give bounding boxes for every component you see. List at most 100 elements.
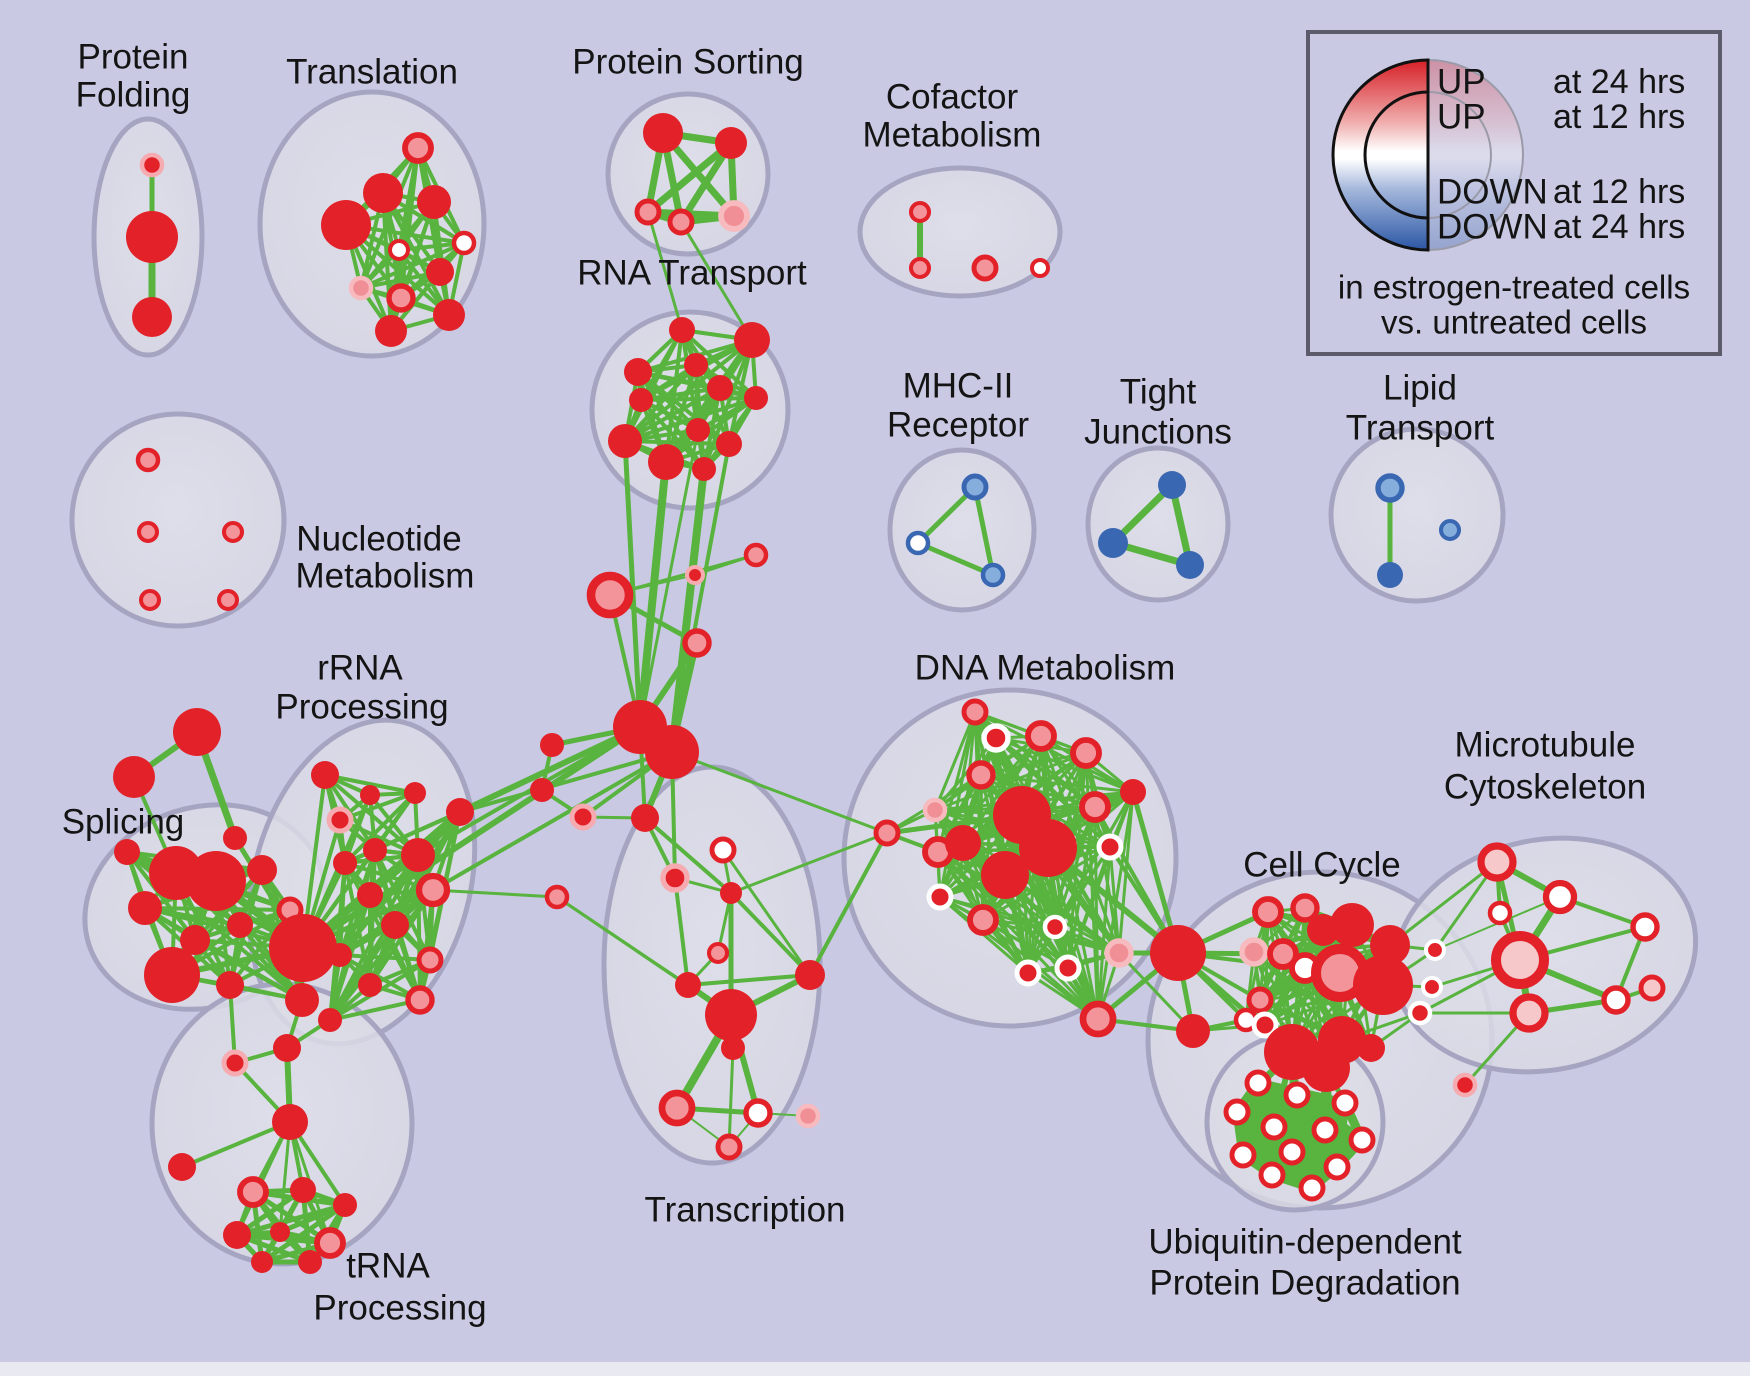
network-node bbox=[685, 565, 705, 585]
cluster-rna-transport-label: RNA Transport bbox=[577, 254, 807, 293]
nodes-layer bbox=[113, 113, 1666, 1274]
network-edge bbox=[729, 891, 812, 977]
network-node bbox=[318, 1008, 342, 1032]
network-node bbox=[311, 761, 339, 789]
network-edge bbox=[670, 750, 889, 835]
network-node bbox=[360, 785, 380, 805]
legend-circle-right-outer bbox=[1428, 60, 1523, 250]
cluster-mhc-ii-receptor-label: MHC-II bbox=[903, 367, 1014, 406]
network-node bbox=[404, 782, 426, 804]
legend-up-24-label: UP bbox=[1437, 63, 1486, 102]
network-node bbox=[1423, 938, 1447, 962]
network-node bbox=[684, 353, 708, 377]
network-node bbox=[544, 884, 570, 910]
network-node bbox=[1252, 896, 1284, 928]
legend-note-line2: vs. untreated cells bbox=[1381, 304, 1647, 341]
network-node bbox=[715, 127, 747, 159]
network-node bbox=[1251, 1011, 1279, 1039]
cluster-splicing-label: Splicing bbox=[62, 803, 185, 842]
network-node bbox=[795, 1103, 821, 1129]
network-node bbox=[744, 386, 768, 410]
network-node bbox=[138, 588, 162, 612]
cluster-rrna-processing-label: rRNA bbox=[317, 649, 403, 688]
network-node bbox=[270, 1222, 290, 1242]
network-node bbox=[227, 912, 253, 938]
cluster-ubiquitin-dependent-protein-degradation-label: Ubiquitin-dependent bbox=[1148, 1223, 1462, 1262]
network-node bbox=[386, 283, 416, 313]
network-node bbox=[223, 1221, 251, 1249]
network-node bbox=[113, 756, 155, 798]
network-node bbox=[401, 838, 435, 872]
network-edge bbox=[686, 973, 812, 987]
network-node bbox=[966, 760, 996, 790]
network-node bbox=[1054, 954, 1082, 982]
network-node bbox=[1176, 1014, 1210, 1048]
network-node bbox=[1014, 959, 1042, 987]
network-node bbox=[1330, 903, 1374, 947]
network-node bbox=[1375, 473, 1405, 503]
cluster-rrna-processing-label: Processing bbox=[275, 688, 448, 727]
network-node bbox=[1407, 1000, 1433, 1026]
network-node bbox=[273, 1034, 301, 1062]
network-node bbox=[648, 444, 684, 480]
network-node bbox=[1487, 900, 1513, 926]
network-edge bbox=[936, 710, 977, 854]
network-node bbox=[1357, 1034, 1385, 1062]
network-edge bbox=[664, 396, 758, 464]
cluster-nucleotide-metabolism-ellipse bbox=[69, 411, 287, 629]
network-node bbox=[1176, 551, 1204, 579]
legend-circle-right-outer-outline bbox=[1427, 59, 1524, 251]
cluster-translation-label: Translation bbox=[286, 53, 458, 92]
network-node bbox=[743, 542, 769, 568]
network-node bbox=[381, 911, 409, 939]
network-edge bbox=[623, 396, 758, 443]
network-node bbox=[1042, 914, 1068, 940]
legend-down-12-time: at 12 hrs bbox=[1553, 173, 1685, 211]
cluster-dna-metabolism-label: DNA Metabolism bbox=[915, 649, 1176, 688]
network-edge bbox=[981, 918, 1070, 970]
cluster-lipid-transport-label: Transport bbox=[1346, 409, 1495, 448]
cluster-lipid-transport-ellipse bbox=[1328, 426, 1506, 604]
network-node bbox=[1239, 937, 1269, 967]
legend-down-24-time: at 24 hrs bbox=[1553, 208, 1685, 246]
network-edge bbox=[808, 831, 889, 977]
network-edge bbox=[431, 888, 559, 899]
legend-up-12-label: UP bbox=[1437, 98, 1486, 137]
network-node bbox=[706, 941, 730, 965]
network-edge bbox=[973, 710, 985, 922]
network-edge bbox=[679, 220, 754, 342]
network-node bbox=[1509, 993, 1549, 1033]
network-node bbox=[718, 200, 750, 232]
network-node bbox=[326, 806, 354, 834]
cluster-trna-processing-label: tRNA bbox=[346, 1247, 430, 1286]
network-node bbox=[1601, 985, 1631, 1015]
network-node bbox=[1278, 1138, 1306, 1166]
network-node bbox=[634, 198, 662, 226]
network-node bbox=[290, 1177, 316, 1203]
network-node bbox=[1267, 938, 1299, 970]
cluster-protein-sorting-label: Protein Sorting bbox=[572, 43, 804, 82]
cluster-cell-cycle-label: Cell Cycle bbox=[1243, 846, 1401, 885]
network-node bbox=[223, 826, 247, 850]
network-node bbox=[221, 520, 245, 544]
network-node bbox=[705, 989, 757, 1041]
network-node bbox=[136, 520, 160, 544]
legend-note-line1: in estrogen-treated cells bbox=[1338, 269, 1690, 306]
network-node bbox=[114, 839, 140, 865]
network-node bbox=[645, 725, 699, 779]
cluster-cofactor-metabolism-ellipse bbox=[857, 165, 1063, 299]
network-node bbox=[1323, 1153, 1351, 1181]
network-node bbox=[716, 431, 742, 457]
network-node bbox=[1298, 1174, 1326, 1202]
network-node bbox=[715, 1133, 743, 1161]
network-node bbox=[272, 1104, 308, 1140]
network-edge bbox=[458, 750, 674, 814]
network-node bbox=[221, 1049, 249, 1077]
legend-down-24-label: DOWN bbox=[1437, 208, 1548, 247]
network-edge bbox=[721, 848, 812, 977]
network-node bbox=[216, 971, 244, 999]
network-edge bbox=[668, 465, 708, 756]
network-node bbox=[1290, 893, 1320, 923]
